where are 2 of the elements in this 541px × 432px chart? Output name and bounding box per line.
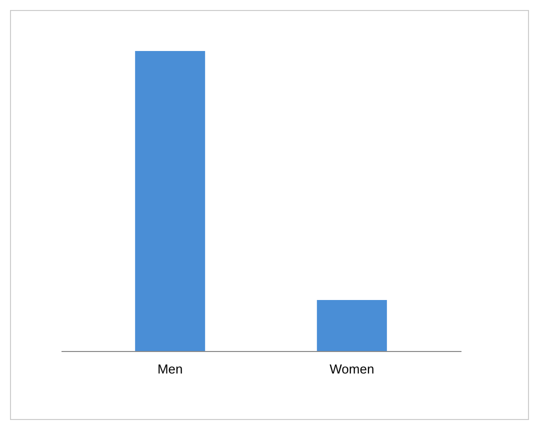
- x-tick-label: Men: [157, 362, 183, 376]
- x-tick-label: Women: [330, 362, 374, 376]
